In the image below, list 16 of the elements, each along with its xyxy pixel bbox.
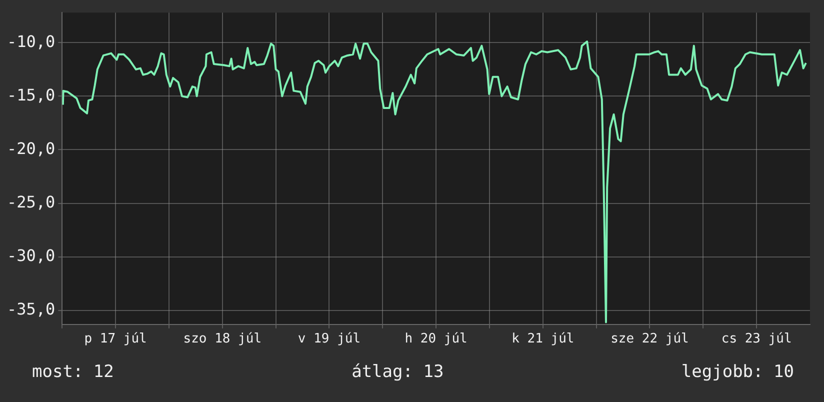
x-tick-label: v 19 júl <box>298 332 361 347</box>
x-tick-label: h 20 júl <box>404 332 468 347</box>
y-tick-label: -35,0 <box>6 300 56 319</box>
x-tick-label: k 21 júl <box>512 332 574 347</box>
x-tick-label: sze 22 júl <box>610 332 689 347</box>
x-tick-label: p 17 júl <box>84 332 147 347</box>
y-tick-label: -10,0 <box>6 32 56 51</box>
y-tick-label: -15,0 <box>6 85 56 104</box>
y-tick-label: -20,0 <box>6 138 56 158</box>
text: legjobb: 10 <box>681 362 794 382</box>
y-tick-label: -25,0 <box>6 192 56 212</box>
y-tick-label: -30,0 <box>6 246 56 266</box>
x-tick-label: cs 23 júl <box>721 332 792 347</box>
text: most: 12 <box>32 362 114 382</box>
x-tick-label: szo 18 júl <box>183 332 262 347</box>
text: átlag: 13 <box>352 362 444 382</box>
